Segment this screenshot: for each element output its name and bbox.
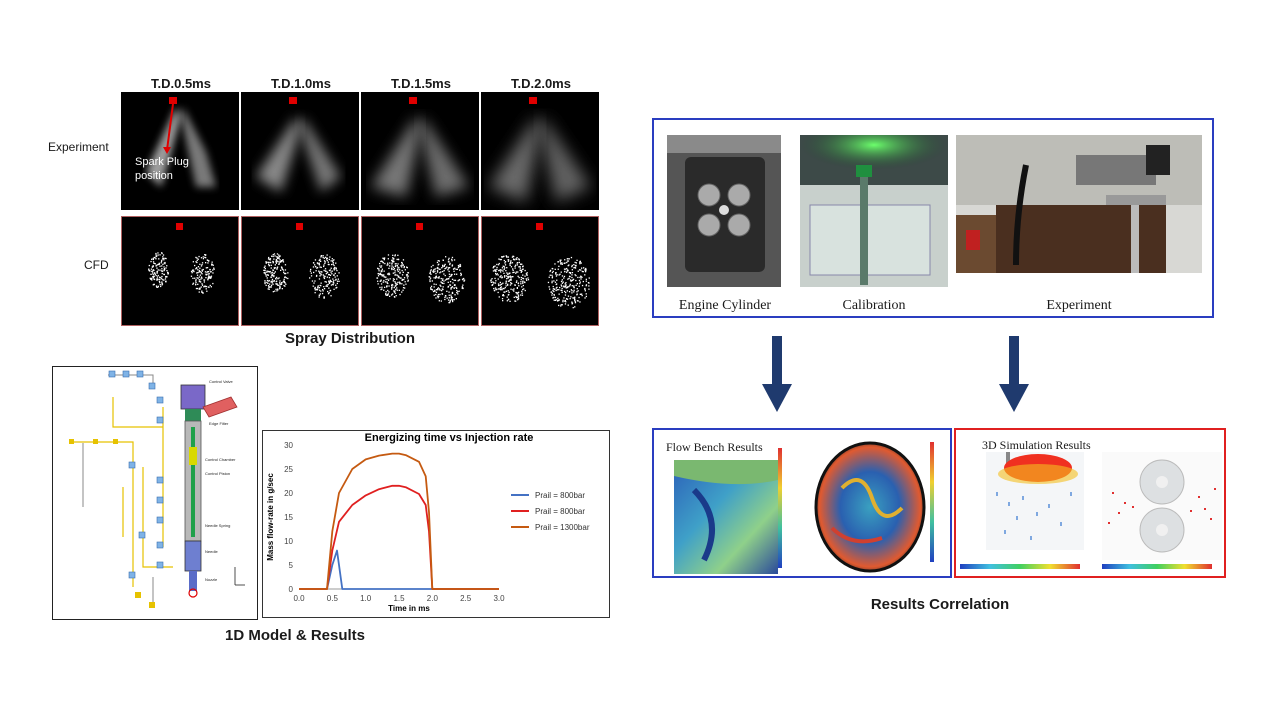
spark-plug-annotation: Spark Plug position (135, 155, 189, 183)
spray-experiment-image (121, 92, 239, 210)
calibration-photo (800, 135, 948, 287)
y-tick-label: 5 (289, 561, 294, 570)
x-tick-label: 0.5 (327, 594, 339, 603)
simulation-side-view (986, 452, 1084, 550)
experiment-setup-panel: Engine Cylinder Calibration Experimen (652, 118, 1214, 318)
time-label: T.D.0.5ms (151, 76, 211, 91)
x-tick-label: 2.0 (427, 594, 439, 603)
experiment-photo-label: Engine Cylinder (678, 298, 772, 313)
spray-cfd-image (361, 216, 479, 326)
spray-cfd-image (481, 216, 599, 326)
spray-caption: Spray Distribution (284, 330, 415, 347)
x-tick-label: 1.0 (360, 594, 372, 603)
results-caption: Results Correlation (870, 596, 1010, 613)
time-label: T.D.1.5ms (391, 76, 451, 91)
y-tick-label: 20 (284, 489, 293, 498)
spray-experiment-image (361, 92, 479, 210)
y-axis-label: Mass flow-rate in g/sec (266, 473, 275, 561)
flow-bench-ellipse-contour (812, 438, 928, 576)
schematic-label: Control Valve (209, 379, 233, 384)
engine-cylinder-photo (667, 135, 781, 287)
spray-experiment-image (241, 92, 359, 210)
x-axis-label: Time in ms (388, 604, 430, 613)
legend-label: Prail = 1300bar (535, 523, 590, 532)
ellipse-colorbar (930, 442, 934, 562)
flow-bench-results-panel: Flow Bench Results (652, 428, 952, 578)
row-label-experiment: Experiment (48, 140, 109, 154)
simulation-results-panel: 3D Simulation Results (954, 428, 1226, 578)
flow-bench-contour (674, 460, 778, 574)
x-tick-label: 1.5 (393, 594, 405, 603)
row-label-cfd: CFD (84, 258, 109, 272)
down-arrow-right (999, 336, 1029, 412)
y-tick-label: 25 (284, 465, 293, 474)
legend-label: Prail = 800bar (535, 507, 585, 516)
model-caption: 1D Model & Results (224, 627, 366, 644)
x-tick-label: 2.5 (460, 594, 472, 603)
annotation-line: position (135, 170, 173, 182)
flow-bench-colorbar (778, 448, 782, 568)
annotation-line: Spark Plug (135, 156, 189, 168)
injection-rate-chart: Energizing time vs Injection rate 0.0 0.5 1… (262, 430, 610, 618)
x-tick-label: 0.0 (293, 594, 305, 603)
spray-experiment-image (481, 92, 599, 210)
injector-schematic: Control Valve Edge Filter Control Chambe… (52, 366, 258, 620)
chart-title: Energizing time vs Injection rate (365, 432, 534, 444)
simulation-title: 3D Simulation Results (982, 438, 1091, 452)
time-label: T.D.2.0ms (511, 76, 571, 91)
schematic-label: Needle Spring (205, 523, 230, 528)
flow-bench-title: Flow Bench Results (666, 440, 763, 454)
down-arrow-left (762, 336, 792, 412)
schematic-label: Control Piston (205, 471, 230, 476)
schematic-label: Control Chamber (205, 457, 236, 462)
y-tick-label: 0 (289, 585, 294, 594)
schematic-label: Needle (205, 549, 218, 554)
y-tick-label: 30 (284, 441, 293, 450)
series-line (299, 484, 499, 590)
simulation-top-view (1102, 452, 1222, 560)
y-tick-label: 15 (284, 513, 293, 522)
experiment-rig-photo (956, 135, 1202, 273)
schematic-label: Edge Filter (209, 421, 229, 426)
y-tick-label: 10 (284, 537, 293, 546)
spray-cfd-image (121, 216, 239, 326)
series-line (299, 452, 499, 590)
simulation-colorbar (960, 564, 1080, 569)
spray-distribution-panel: T.D.0.5ms T.D.1.0ms T.D.1.5ms T.D.2.0ms … (40, 70, 620, 360)
time-label: T.D.1.0ms (271, 76, 331, 91)
experiment-photo-label: Experiment (1046, 298, 1112, 313)
schematic-label: Nozzle (205, 577, 218, 582)
experiment-photo-label: Calibration (842, 298, 906, 313)
x-tick-label: 3.0 (493, 594, 505, 603)
legend-label: Prail = 800bar (535, 491, 585, 500)
simulation-colorbar (1102, 564, 1212, 569)
spray-cfd-image (241, 216, 359, 326)
